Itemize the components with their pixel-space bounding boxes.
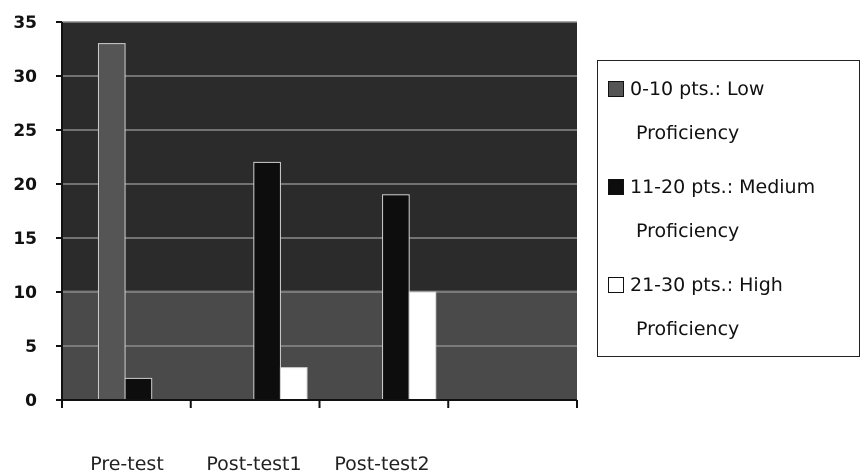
x-category-labels: Pre-test Post-test1 Post-test2: [90, 453, 429, 475]
legend-swatch-low: [608, 81, 624, 97]
legend-label-high: 21-30 pts.: High: [630, 274, 783, 296]
x-category-label: Post-test2: [334, 453, 429, 475]
y-tick-label: 5: [25, 337, 37, 357]
axes: [56, 21, 578, 408]
legend: 0-10 pts.: Low Proficiency 11-20 pts.: M…: [597, 60, 860, 357]
bar: [382, 194, 410, 401]
y-tick-label: 25: [13, 121, 37, 141]
legend-item-low: 0-10 pts.: Low Proficiency: [608, 67, 858, 155]
y-tick-label: 10: [13, 283, 37, 303]
gridlines: [62, 21, 577, 347]
y-tick-labels: 0 5 10 15 20 25 30 35: [13, 13, 37, 411]
y-tick-label: 30: [13, 67, 37, 87]
legend-swatch-high: [608, 277, 624, 293]
legend-swatch-medium: [608, 179, 624, 195]
y-tick-label: 0: [25, 391, 37, 411]
legend-label-low-line2: Proficiency: [636, 122, 740, 144]
y-tick-label: 20: [13, 175, 37, 195]
x-category-label: Post-test1: [206, 453, 301, 475]
bar: [97, 43, 126, 401]
bars: [97, 43, 437, 401]
y-tick-label: 35: [13, 13, 37, 33]
x-category-label: Pre-test: [90, 453, 164, 475]
y-tick-label: 15: [13, 229, 37, 249]
legend-label-low: 0-10 pts.: Low: [630, 78, 765, 100]
bar: [124, 377, 153, 401]
legend-item-medium: 11-20 pts.: Medium Proficiency: [608, 165, 858, 253]
bar: [408, 291, 437, 401]
legend-label-high-line2: Proficiency: [636, 318, 740, 340]
legend-label-medium: 11-20 pts.: Medium: [630, 176, 816, 198]
legend-item-high: 21-30 pts.: High Proficiency: [608, 263, 858, 351]
bar: [279, 367, 308, 401]
bar: [253, 161, 281, 401]
legend-label-medium-line2: Proficiency: [636, 220, 740, 242]
